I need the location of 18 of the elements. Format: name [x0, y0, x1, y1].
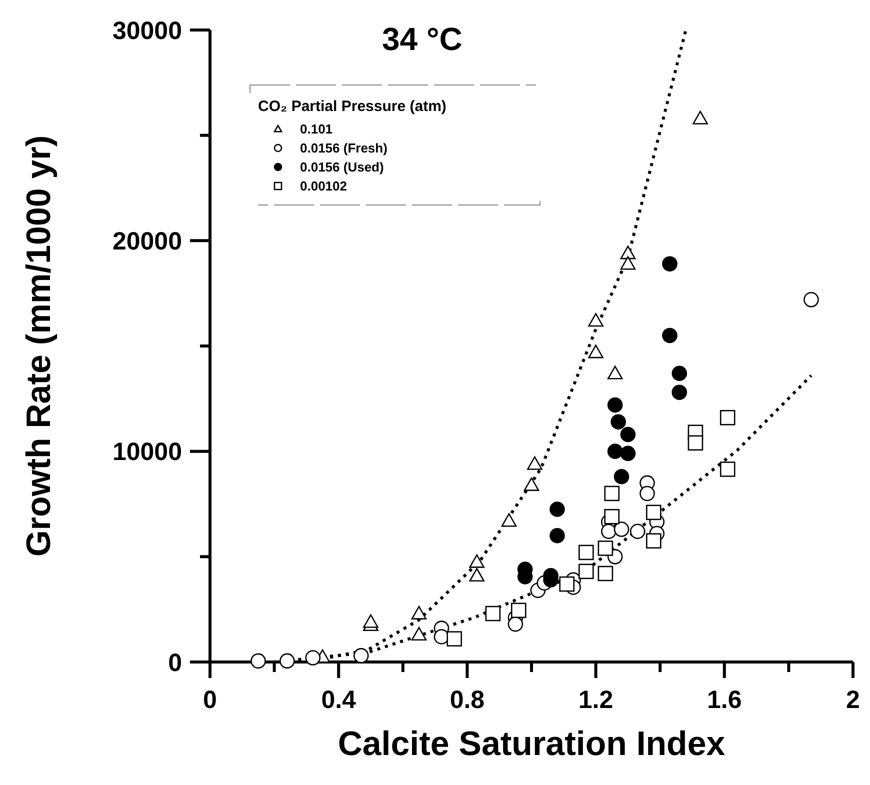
y-tick-label: 0 — [168, 648, 182, 677]
legend-label: 0.0156 (Fresh) — [300, 140, 388, 156]
legend-label: 0.101 — [300, 122, 333, 137]
x-tick-label: 0.8 — [450, 686, 485, 714]
y-tick-label: 10000 — [112, 438, 182, 466]
y-tick-label: 20000 — [112, 227, 182, 256]
legend-label: 0.0156 (Used) — [300, 160, 384, 175]
x-tick-label: 1.6 — [707, 686, 742, 714]
x-tick-label: 2 — [846, 686, 860, 714]
y-tick-label: 30000 — [112, 16, 182, 45]
chart-title: 34 °C — [382, 21, 462, 57]
legend-label: 0.00102 — [300, 178, 347, 194]
legend-title: CO₂ Partial Pressure (atm) — [258, 98, 446, 115]
x-axis-title: Calcite Saturation Index — [338, 725, 726, 763]
x-tick-label: 0 — [203, 686, 217, 714]
y-axis-title: Growth Rate (mm/1000 yr) — [20, 135, 58, 557]
x-tick-label: 0.4 — [321, 686, 356, 714]
x-tick-label: 1.2 — [578, 686, 614, 714]
